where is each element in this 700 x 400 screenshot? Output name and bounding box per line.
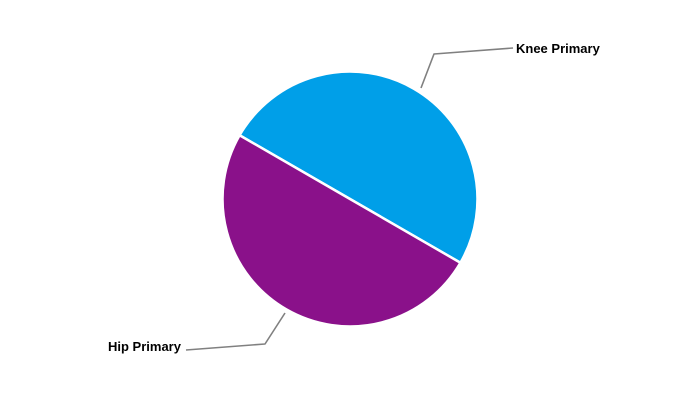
pie-slice-knee-primary: [238, 70, 479, 264]
slice-label-hip: Hip Primary: [108, 339, 181, 354]
slice-label-knee: Knee Primary: [516, 41, 600, 56]
leader-line-knee: [420, 47, 514, 89]
leader-line-hip: [185, 312, 286, 351]
pie-slice-hip-primary: [221, 134, 462, 328]
pie-slices: [221, 70, 479, 328]
